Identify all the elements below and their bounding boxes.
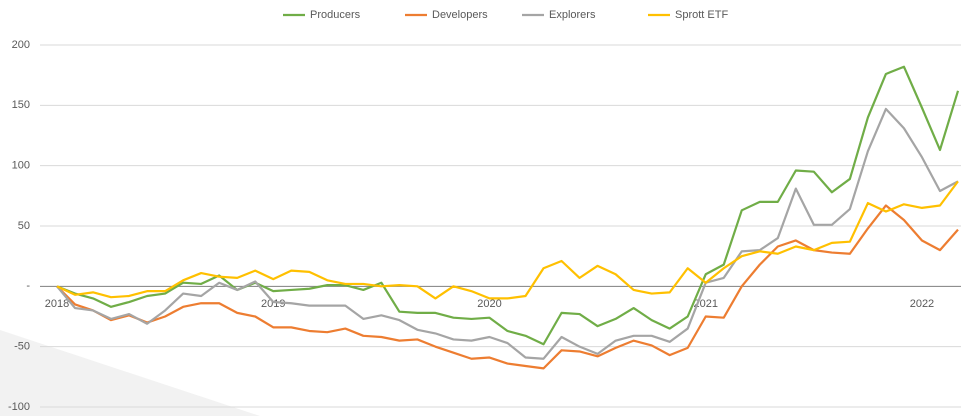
x-tick-label: 2019 <box>261 298 285 310</box>
series-line <box>56 204 959 370</box>
y-tick-label: 100 <box>12 160 30 172</box>
y-tick-label: -100 <box>8 401 30 413</box>
y-tick-label: - <box>26 280 30 292</box>
y-tick-label: 50 <box>18 220 30 232</box>
legend-label: Producers <box>310 9 361 21</box>
background-shape <box>0 330 260 416</box>
y-tick-label: -50 <box>14 341 30 353</box>
series-line <box>56 180 959 300</box>
x-tick-label: 2022 <box>910 298 934 310</box>
x-tick-label: 2018 <box>45 298 69 310</box>
series-line <box>56 65 960 346</box>
legend-label: Sprott ETF <box>675 9 728 21</box>
series-line <box>56 107 959 360</box>
legend-label: Explorers <box>549 9 596 21</box>
x-tick-label: 2020 <box>477 298 501 310</box>
y-tick-label: 150 <box>12 99 30 111</box>
y-tick-label: 200 <box>12 39 30 51</box>
legend-label: Developers <box>432 9 488 21</box>
